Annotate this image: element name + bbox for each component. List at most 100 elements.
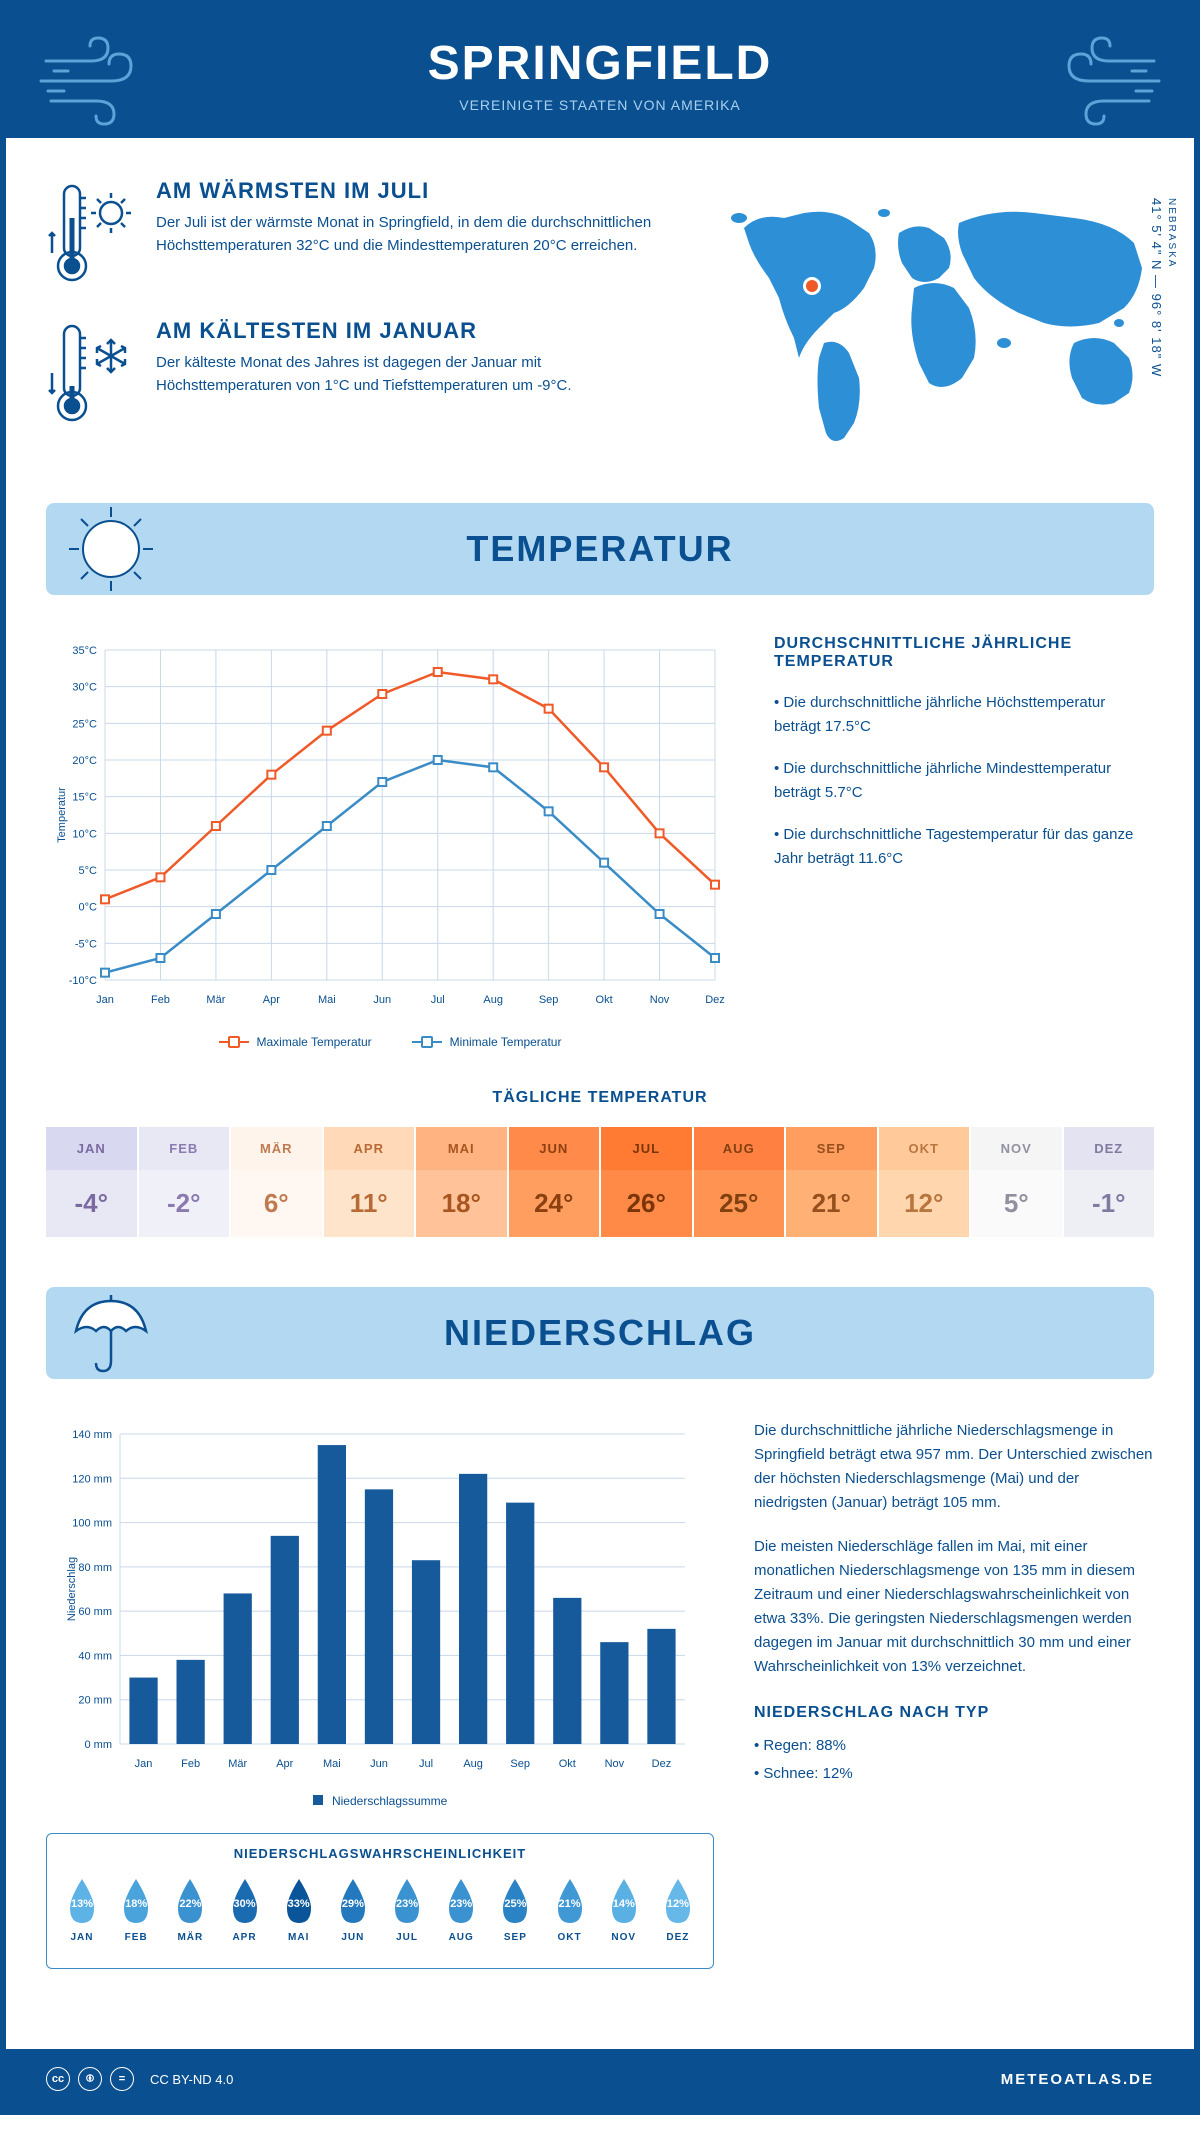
- temp-stat-2: • Die durchschnittliche Tagestemperatur …: [774, 823, 1154, 871]
- state-label: NEBRASKA: [1166, 198, 1177, 268]
- coldest-desc: Der kälteste Monat des Jahres ist dagege…: [156, 352, 664, 397]
- prob-drop-jul: 23% JUL: [387, 1876, 427, 1943]
- nd-icon: =: [110, 2067, 134, 2091]
- probability-title: NIEDERSCHLAGSWAHRSCHEINLICHKEIT: [62, 1846, 698, 1861]
- precipitation-title: NIEDERSCHLAG: [86, 1312, 1114, 1354]
- warmest-title: AM WÄRMSTEN IM JULI: [156, 178, 664, 204]
- svg-text:0°C: 0°C: [79, 902, 98, 914]
- svg-text:Temperatur: Temperatur: [56, 787, 68, 843]
- svg-text:Nov: Nov: [605, 1758, 625, 1770]
- svg-text:Jun: Jun: [370, 1758, 388, 1770]
- daily-cell-mai: MAI 18°: [416, 1127, 507, 1237]
- svg-text:Okt: Okt: [559, 1758, 576, 1770]
- coords-value: 41° 5' 4" N — 96° 8' 18" W: [1149, 198, 1164, 377]
- temperature-title: TEMPERATUR: [86, 528, 1114, 570]
- daily-cell-nov: NOV 5°: [971, 1127, 1062, 1237]
- daily-cell-feb: FEB -2°: [139, 1127, 230, 1237]
- svg-text:Okt: Okt: [596, 994, 613, 1006]
- content-area: AM WÄRMSTEN IM JULI Der Juli ist der wär…: [6, 138, 1194, 2049]
- map-column: NEBRASKA 41° 5' 4" N — 96° 8' 18" W: [704, 178, 1154, 463]
- country-name: VEREINIGTE STAATEN VON AMERIKA: [46, 97, 1154, 113]
- prob-drop-okt: 21% OKT: [550, 1876, 590, 1943]
- svg-text:Feb: Feb: [181, 1758, 200, 1770]
- svg-text:10°C: 10°C: [72, 828, 97, 840]
- daily-cell-sep: SEP 21°: [786, 1127, 877, 1237]
- svg-text:140 mm: 140 mm: [72, 1429, 112, 1441]
- svg-text:Dez: Dez: [705, 994, 725, 1006]
- precip-legend-label: Niederschlagssumme: [332, 1794, 447, 1808]
- top-row: AM WÄRMSTEN IM JULI Der Juli ist der wär…: [46, 178, 1154, 463]
- svg-text:Dez: Dez: [652, 1758, 672, 1770]
- legend-max-label: Maximale Temperatur: [257, 1035, 372, 1049]
- svg-text:20 mm: 20 mm: [78, 1695, 112, 1707]
- precip-by-type-title: NIEDERSCHLAG NACH TYP: [754, 1704, 1154, 1722]
- prob-drop-feb: 18% FEB: [116, 1876, 156, 1943]
- temp-stats: DURCHSCHNITTLICHE JÄHRLICHE TEMPERATUR •…: [774, 635, 1154, 1049]
- warmest-block: AM WÄRMSTEN IM JULI Der Juli ist der wär…: [46, 178, 664, 288]
- thermometer-hot-icon: [46, 178, 136, 288]
- svg-text:40 mm: 40 mm: [78, 1650, 112, 1662]
- legend-max: Maximale Temperatur: [219, 1035, 372, 1049]
- temperature-section: -10°C-5°C0°C5°C10°C15°C20°C25°C30°C35°CJ…: [46, 635, 1154, 1049]
- svg-text:Aug: Aug: [463, 1758, 483, 1770]
- precipitation-banner: NIEDERSCHLAG: [46, 1287, 1154, 1379]
- svg-text:Aug: Aug: [483, 994, 503, 1006]
- prob-drop-apr: 30% APR: [225, 1876, 265, 1943]
- coldest-title: AM KÄLTESTEN IM JANUAR: [156, 318, 664, 344]
- thermometer-cold-icon: [46, 318, 136, 428]
- daily-cell-apr: APR 11°: [324, 1127, 415, 1237]
- svg-text:Sep: Sep: [510, 1758, 530, 1770]
- svg-text:20°C: 20°C: [72, 755, 97, 767]
- prob-drop-dez: 12% DEZ: [658, 1876, 698, 1943]
- svg-text:120 mm: 120 mm: [72, 1473, 112, 1485]
- svg-text:100 mm: 100 mm: [72, 1518, 112, 1530]
- precip-right: Die durchschnittliche jährliche Niedersc…: [754, 1419, 1154, 1969]
- temp-chart-legend: Maximale Temperatur Minimale Temperatur: [46, 1035, 734, 1049]
- probability-row: 13% JAN 18% FEB 22% MÄR 30% APR: [62, 1876, 698, 1943]
- legend-min: Minimale Temperatur: [412, 1035, 562, 1049]
- svg-text:15°C: 15°C: [72, 792, 97, 804]
- precip-by-type-0: • Regen: 88%: [754, 1734, 1154, 1758]
- wind-icon-right: [1044, 36, 1164, 126]
- temperature-banner: TEMPERATUR: [46, 503, 1154, 595]
- svg-text:Mär: Mär: [206, 994, 225, 1006]
- daily-cell-okt: OKT 12°: [879, 1127, 970, 1237]
- footer: cc 🅯 = CC BY-ND 4.0 METEOATLAS.DE: [6, 2049, 1194, 2109]
- temp-stat-0: • Die durchschnittliche jährliche Höchst…: [774, 691, 1154, 739]
- prob-drop-sep: 25% SEP: [495, 1876, 535, 1943]
- svg-text:Mär: Mär: [228, 1758, 247, 1770]
- precip-text-2: Die meisten Niederschläge fallen im Mai,…: [754, 1535, 1154, 1679]
- svg-text:Jan: Jan: [135, 1758, 153, 1770]
- svg-text:25°C: 25°C: [72, 718, 97, 730]
- temp-stats-title: DURCHSCHNITTLICHE JÄHRLICHE TEMPERATUR: [774, 635, 1154, 671]
- prob-drop-jun: 29% JUN: [333, 1876, 373, 1943]
- svg-text:60 mm: 60 mm: [78, 1606, 112, 1618]
- precip-by-type-1: • Schnee: 12%: [754, 1762, 1154, 1786]
- svg-text:0 mm: 0 mm: [85, 1739, 113, 1751]
- page-container: SPRINGFIELD VEREINIGTE STAATEN VON AMERI…: [0, 0, 1200, 2115]
- coldest-block: AM KÄLTESTEN IM JANUAR Der kälteste Mona…: [46, 318, 664, 428]
- cc-icon: cc: [46, 2067, 70, 2091]
- world-map: [704, 178, 1154, 458]
- precip-legend: Niederschlagssumme: [46, 1794, 714, 1808]
- svg-text:80 mm: 80 mm: [78, 1562, 112, 1574]
- daily-cell-dez: DEZ -1°: [1064, 1127, 1155, 1237]
- prob-drop-mär: 22% MÄR: [170, 1876, 210, 1943]
- svg-text:Nov: Nov: [650, 994, 670, 1006]
- svg-text:-10°C: -10°C: [69, 975, 97, 987]
- prob-drop-nov: 14% NOV: [604, 1876, 644, 1943]
- svg-text:Feb: Feb: [151, 994, 170, 1006]
- daily-cell-aug: AUG 25°: [694, 1127, 785, 1237]
- prob-drop-aug: 23% AUG: [441, 1876, 481, 1943]
- svg-text:35°C: 35°C: [72, 645, 97, 657]
- svg-text:Sep: Sep: [539, 994, 559, 1006]
- svg-text:5°C: 5°C: [79, 865, 98, 877]
- prob-drop-jan: 13% JAN: [62, 1876, 102, 1943]
- coldest-text: AM KÄLTESTEN IM JANUAR Der kälteste Mona…: [156, 318, 664, 428]
- legend-min-label: Minimale Temperatur: [450, 1035, 562, 1049]
- svg-text:30°C: 30°C: [72, 682, 97, 694]
- warmest-text: AM WÄRMSTEN IM JULI Der Juli ist der wär…: [156, 178, 664, 288]
- svg-text:Mai: Mai: [323, 1758, 341, 1770]
- svg-text:Jan: Jan: [96, 994, 114, 1006]
- precip-left: 0 mm 20 mm 40 mm 60 mm 80 mm 100 mm 120 mm 140 …: [46, 1419, 714, 1969]
